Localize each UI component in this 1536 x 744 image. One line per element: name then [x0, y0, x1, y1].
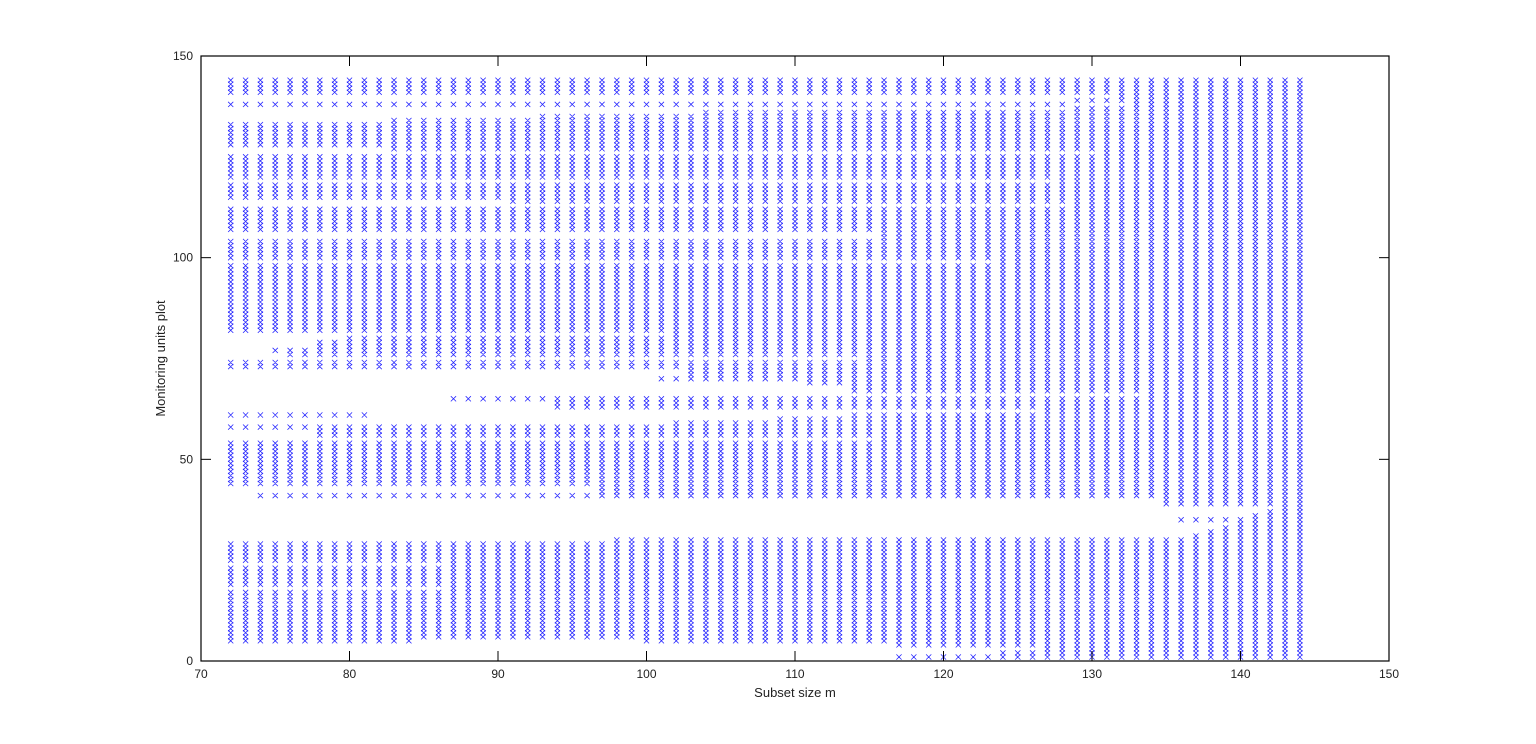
y-tick-label: 0 [186, 654, 193, 668]
x-tick-label: 70 [194, 667, 208, 681]
x-tick-label: 130 [1082, 667, 1102, 681]
y-tick-label: 100 [173, 251, 193, 265]
x-tick-label: 120 [933, 667, 953, 681]
x-axis-label: Subset size m [754, 685, 836, 700]
x-axis-ticks: 70 80 90 100 110 120 130 140 150 [194, 56, 1399, 681]
y-axis-label: Monitoring units plot [153, 300, 168, 417]
y-axis-ticks: 0 50 100 150 [173, 49, 1389, 668]
x-tick-label: 90 [491, 667, 505, 681]
data-markers [227, 77, 1303, 660]
x-tick-label: 100 [636, 667, 656, 681]
y-tick-label: 50 [180, 452, 194, 466]
x-tick-label: 80 [343, 667, 357, 681]
x-tick-label: 140 [1230, 667, 1250, 681]
x-tick-label: 110 [785, 667, 804, 681]
x-tick-label: 150 [1379, 667, 1399, 681]
y-tick-label: 150 [173, 49, 193, 63]
